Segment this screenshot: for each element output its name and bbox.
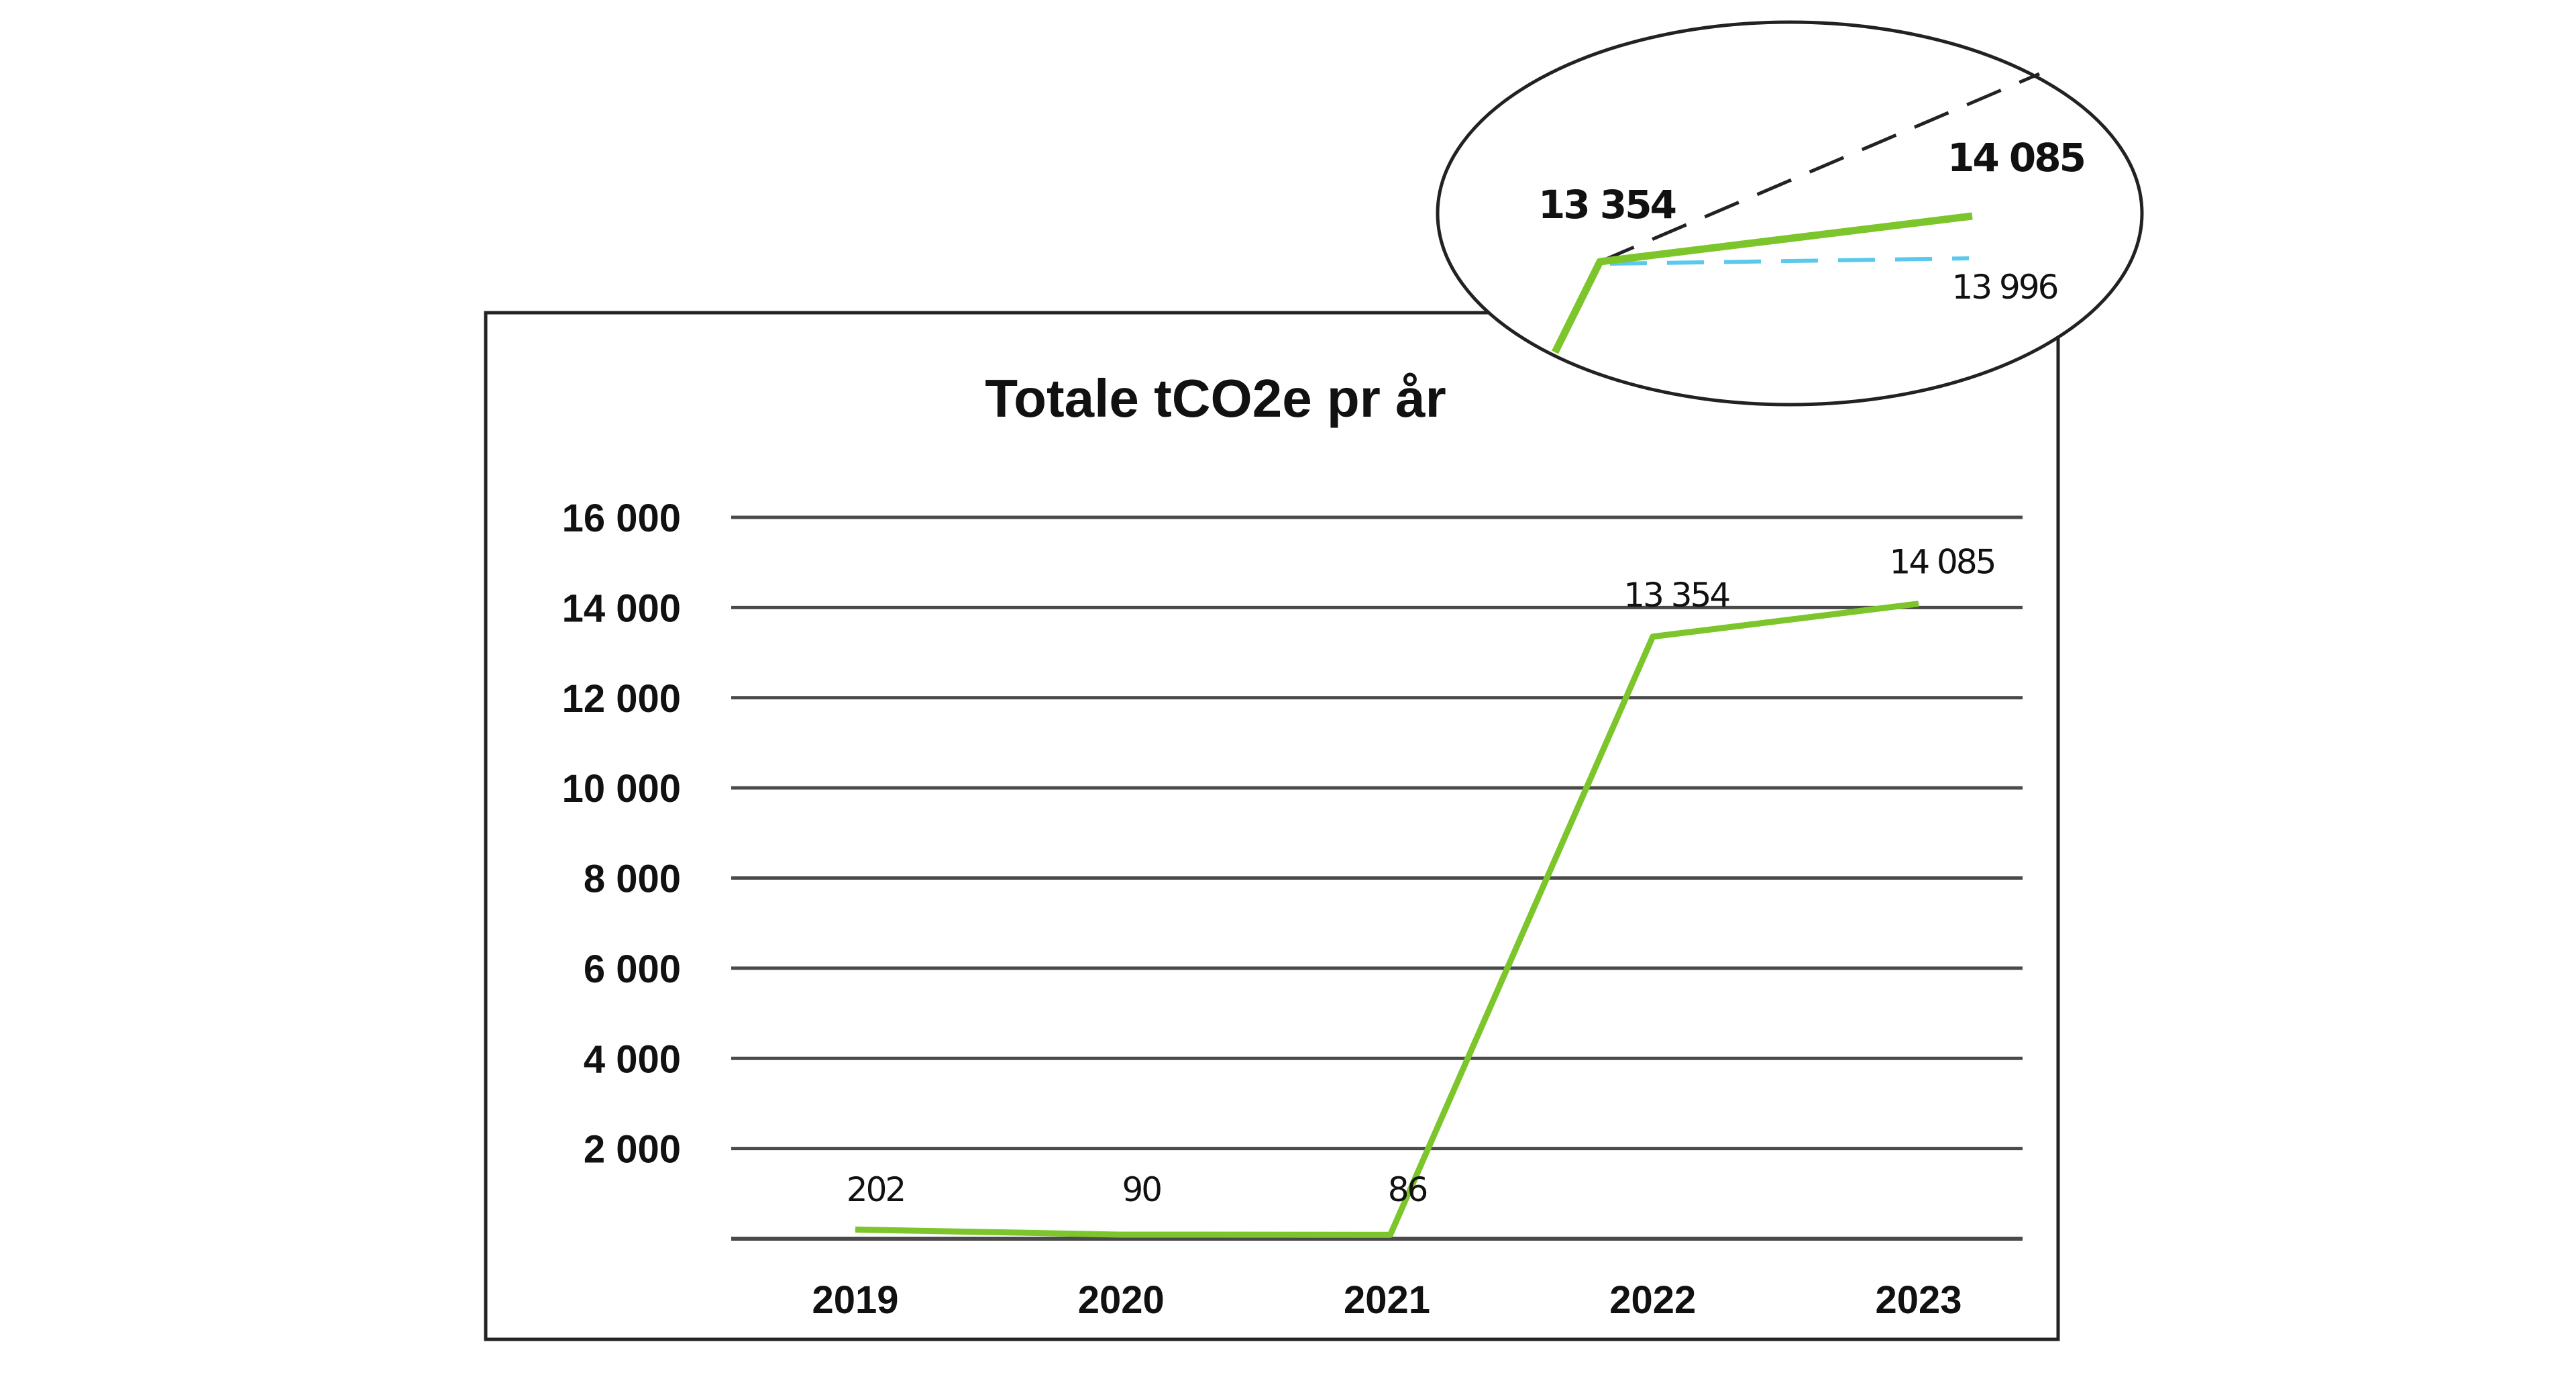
data-label: 86	[1388, 1170, 1427, 1209]
series-group	[855, 601, 1919, 1238]
x-tick-label: 2023	[1875, 1278, 1962, 1322]
x-tick-label: 2020	[1078, 1278, 1165, 1322]
inset-label-2023: 14 085	[1947, 135, 2084, 181]
data-point	[1652, 636, 1654, 637]
inset-projection-line	[1599, 72, 2040, 264]
inset-alternative-line	[1609, 256, 1970, 266]
y-tick-label: 12 000	[562, 677, 681, 721]
grid-lines	[731, 515, 2023, 1241]
zoom-inset: 13 354 14 085 13 996	[1436, 20, 2144, 407]
chart-title: Totale tCO2e pr år	[985, 368, 1446, 428]
inset-series-line	[1552, 212, 1973, 354]
data-label: 202	[847, 1170, 904, 1209]
y-tick-label: 14 000	[562, 586, 681, 630]
y-tick-label: 10 000	[562, 767, 681, 811]
x-tick-label: 2022	[1609, 1278, 1696, 1322]
data-label: 14 085	[1890, 543, 1995, 582]
y-tick-label: 2 000	[584, 1128, 681, 1172]
x-tick-label: 2021	[1344, 1278, 1430, 1322]
chart-frame	[484, 311, 2060, 1341]
y-tick-label: 16 000	[562, 497, 681, 540]
y-axis-ticks: 2 000 4 000 6 000 8 000 10 000 12 000 14 000 16…	[562, 497, 681, 1172]
data-labels: 202 90 86 13 354 14 085	[847, 543, 1997, 1209]
inset-label-alternative: 13 996	[1952, 268, 2057, 307]
data-point	[1120, 1234, 1122, 1235]
inset-label-2022: 13 354	[1538, 182, 1676, 227]
data-label: 90	[1122, 1170, 1161, 1209]
zoom-ellipse	[1436, 20, 2144, 407]
y-tick-label: 8 000	[584, 858, 681, 901]
data-point	[855, 1229, 856, 1230]
x-tick-label: 2019	[812, 1278, 898, 1322]
x-axis-ticks: 2019 2020 2021 2022 2023	[812, 1278, 1962, 1322]
data-label: 13 354	[1623, 576, 1729, 615]
y-tick-label: 6 000	[584, 947, 681, 991]
y-tick-label: 4 000	[584, 1037, 681, 1081]
